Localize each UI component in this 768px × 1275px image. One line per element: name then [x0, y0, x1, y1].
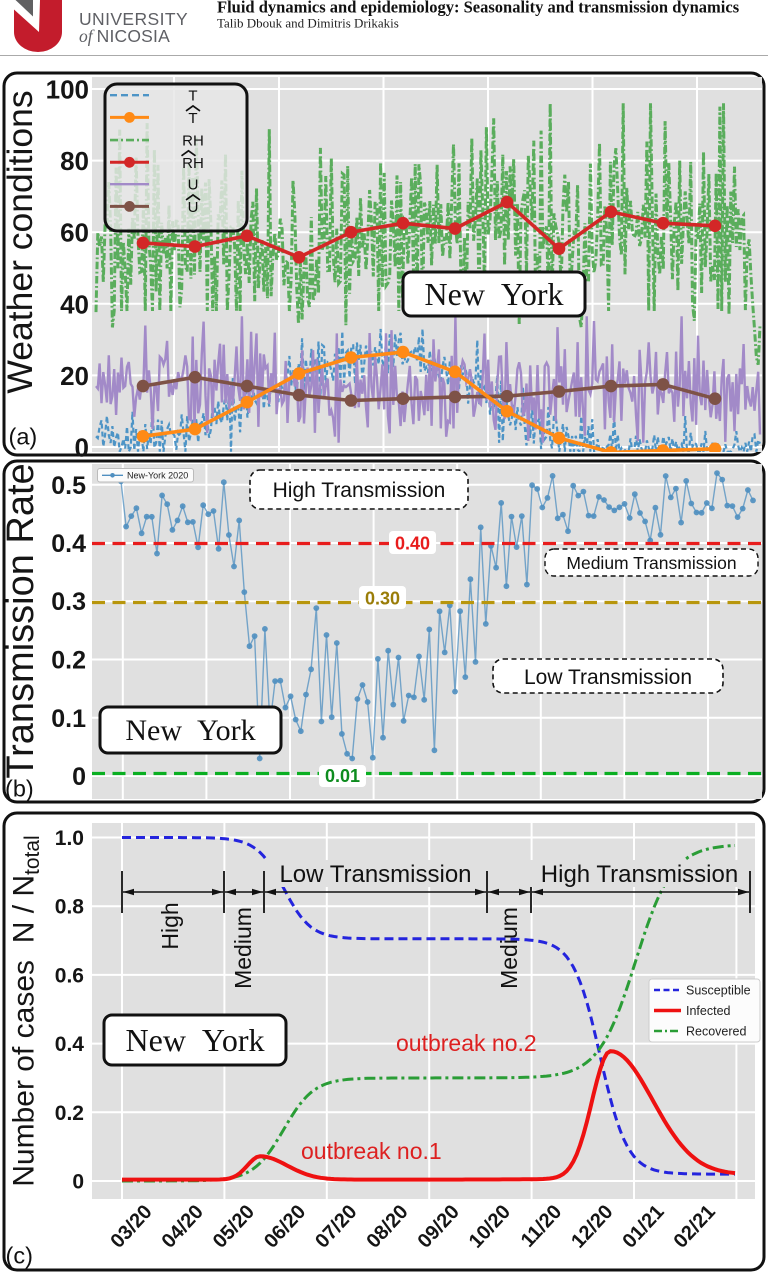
svg-text:0.2: 0.2 — [51, 647, 86, 675]
svg-text:0: 0 — [72, 763, 86, 791]
svg-text:New York: New York — [126, 1022, 265, 1058]
svg-text:New-York 2020: New-York 2020 — [127, 471, 188, 481]
svg-text:0.3: 0.3 — [51, 588, 86, 616]
svg-text:outbreak no.1: outbreak no.1 — [301, 1138, 442, 1164]
svg-text:High: High — [157, 902, 183, 949]
svg-text:(a): (a) — [9, 424, 38, 450]
svg-text:RH: RH — [182, 133, 204, 150]
svg-text:0.8: 0.8 — [55, 896, 85, 919]
svg-text:UNIVERSITY: UNIVERSITY — [79, 9, 188, 29]
svg-text:High Transmission: High Transmission — [541, 861, 738, 888]
svg-text:(c): (c) — [6, 1243, 33, 1269]
svg-text:Infected: Infected — [686, 1004, 731, 1018]
svg-text:Low Transmission: Low Transmission — [524, 666, 692, 689]
svg-text:High Transmission: High Transmission — [273, 479, 446, 502]
svg-text:0.01: 0.01 — [325, 766, 360, 786]
svg-text:60: 60 — [60, 218, 89, 248]
svg-text:100: 100 — [46, 75, 89, 105]
svg-text:0.4: 0.4 — [51, 530, 86, 558]
svg-text:RH: RH — [182, 155, 204, 172]
svg-text:0: 0 — [75, 433, 89, 463]
svg-text:0.4: 0.4 — [55, 1033, 85, 1056]
svg-text:New York: New York — [425, 276, 564, 312]
svg-text:0: 0 — [72, 1171, 84, 1194]
svg-text:U: U — [188, 199, 199, 216]
svg-text:Low Transmission: Low Transmission — [279, 861, 471, 888]
svg-text:Medium Transmission: Medium Transmission — [566, 553, 736, 573]
svg-text:Fluid dynamics and epidemiolog: Fluid dynamics and epidemiology: Seasona… — [217, 0, 740, 17]
svg-text:Talib Dbouk and Dimitris Drika: Talib Dbouk and Dimitris Drikakis — [217, 16, 399, 31]
svg-text:Weather conditions: Weather conditions — [0, 90, 40, 393]
svg-text:80: 80 — [60, 146, 89, 176]
svg-text:(b): (b) — [5, 776, 34, 802]
svg-text:New York: New York — [125, 714, 255, 747]
svg-text:Susceptible: Susceptible — [686, 984, 751, 998]
svg-text:0.5: 0.5 — [51, 472, 86, 500]
svg-text:Medium: Medium — [230, 907, 256, 989]
svg-text:0.1: 0.1 — [51, 705, 86, 733]
svg-text:0.6: 0.6 — [55, 964, 84, 987]
svg-text:Transmission Rate: Transmission Rate — [0, 463, 42, 778]
svg-text:20: 20 — [60, 361, 89, 391]
svg-text:T: T — [188, 110, 197, 127]
svg-text:1.0: 1.0 — [55, 827, 84, 850]
svg-text:outbreak no.2: outbreak no.2 — [396, 1030, 537, 1056]
svg-text:0.40: 0.40 — [395, 534, 430, 554]
svg-text:Medium: Medium — [496, 907, 522, 989]
svg-text:40: 40 — [60, 289, 89, 319]
svg-text:0.30: 0.30 — [365, 589, 400, 609]
svg-text:T: T — [188, 88, 197, 105]
svg-text:Number of cases N / Ntotal: Number of cases N / Ntotal — [8, 835, 44, 1186]
svg-text:U: U — [188, 177, 199, 194]
svg-text:0.2: 0.2 — [55, 1102, 84, 1125]
svg-text:Recovered: Recovered — [686, 1025, 746, 1039]
